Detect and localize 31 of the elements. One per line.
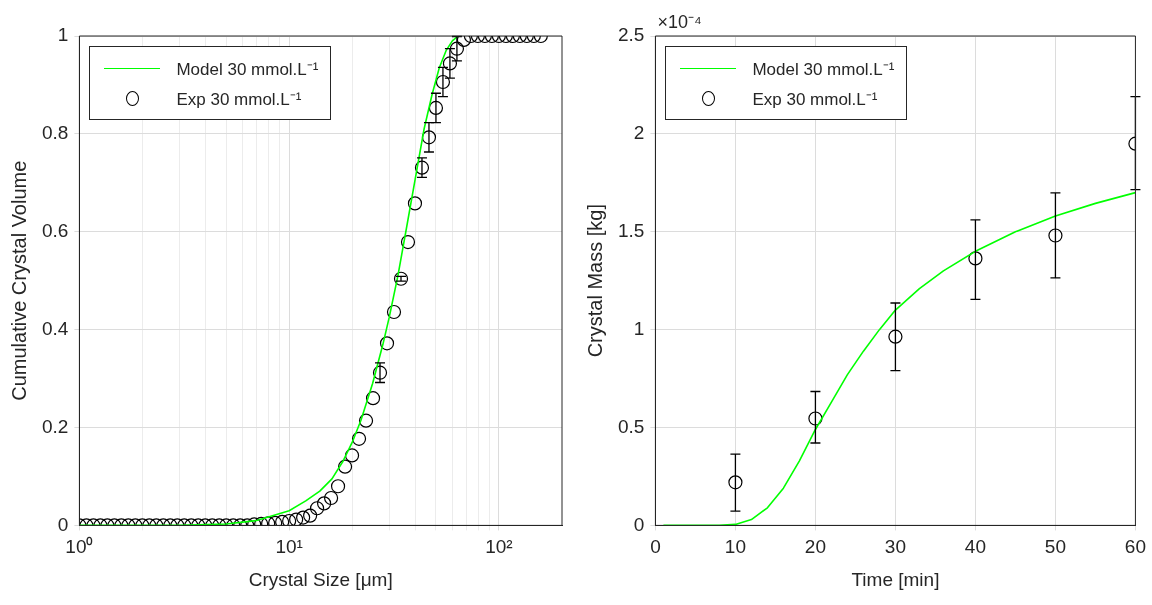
y-tick-label: 0 [633, 513, 645, 535]
x-tick-label: 20 [804, 536, 826, 558]
legend-label: Exp 30 mmol.L⁻¹ [176, 88, 302, 110]
text: ×10⁻⁴ [657, 11, 702, 32]
x-tick-label: 30 [884, 536, 906, 558]
legend-label: Exp 30 mmol.L⁻¹ [752, 88, 878, 110]
x-tick-label: 10 [724, 536, 746, 558]
y-tick-label: 0.2 [41, 415, 69, 437]
y-axis-title: Crystal Mass [kg] [583, 204, 606, 358]
y-tick-label: 1 [633, 317, 645, 339]
y-tick-label: 2 [633, 122, 645, 144]
x-tick-label: 40 [964, 536, 986, 558]
x-tick-label: 60 [1124, 536, 1146, 558]
y-tick-label: 2.5 [617, 24, 645, 46]
y-tick-label: 0.4 [41, 317, 69, 339]
y-tick-label: 0.5 [617, 415, 645, 437]
y-tick-label: 1.5 [617, 219, 645, 241]
x-tick-label: 10¹ [275, 536, 303, 558]
y-axis-title: Cumulative Crystal Volume [7, 160, 30, 401]
x-axis-title: Time [min] [851, 568, 940, 590]
x-tick-label: 0 [650, 536, 661, 558]
x-tick-label: 50 [1044, 536, 1066, 558]
y-tick-label: 0.6 [41, 219, 69, 241]
legend-label: Model 30 mmol.L⁻¹ [176, 58, 319, 80]
y-tick-label: 1 [57, 24, 69, 46]
x-axis-title: Crystal Size [μm] [248, 568, 393, 590]
y-tick-label: 0 [57, 513, 69, 535]
x-tick-label: 10⁰ [65, 536, 94, 558]
legend-label: Model 30 mmol.L⁻¹ [752, 58, 895, 80]
x-tick-label: 10² [485, 536, 513, 558]
y-tick-label: 0.8 [41, 122, 69, 144]
